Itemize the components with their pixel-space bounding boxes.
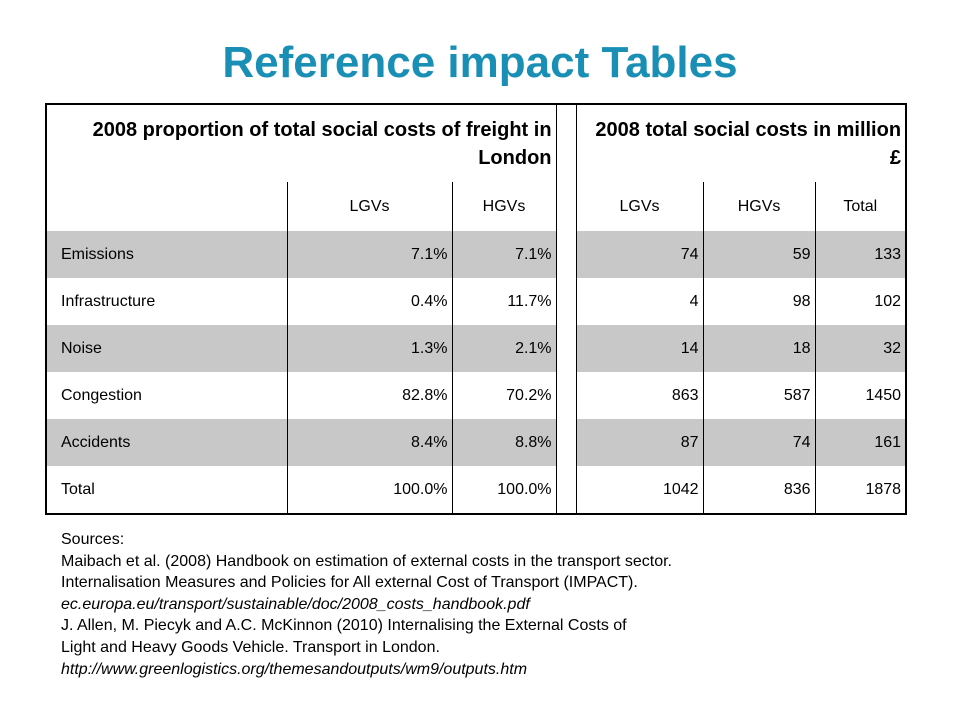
source-link: ec.europa.eu/transport/sustainable/doc/2… — [61, 595, 530, 613]
table-row: Emissions 7.1% 7.1% 74 59 133 — [46, 231, 907, 278]
sub-header-hgvs-costs: HGVs — [702, 182, 816, 231]
sub-header-row: LGVs HGVs LGVs HGVs Total — [46, 182, 907, 231]
row-label: Accidents — [46, 419, 287, 466]
cell-cost-lgv: 74 — [576, 231, 704, 278]
group-header-proportion: 2008 proportion of total social costs of… — [92, 118, 552, 169]
sub-header-lgvs-costs: LGVs — [619, 197, 660, 215]
cell-proportion-lgv: 82.8% — [286, 372, 452, 419]
page-title: Reference impact Tables — [222, 38, 738, 87]
cell-cost-hgv: 74 — [702, 419, 816, 466]
sources-block: Sources: Maibach et al. (2008) Handbook … — [61, 529, 672, 680]
table-row: Congestion 82.8% 70.2% 863 587 1450 — [46, 372, 907, 419]
sub-header-lgvs-proportion: LGVs — [286, 182, 452, 231]
cell-proportion-lgv: 0.4% — [286, 278, 452, 325]
group-header-costs: 2008 total social costs in million £ — [595, 118, 902, 169]
column-spacer — [555, 466, 577, 514]
row-label-header — [46, 182, 287, 231]
column-spacer — [555, 104, 577, 182]
cell-cost-total: 1878 — [814, 466, 907, 514]
cell-proportion-hgv: 7.1% — [451, 231, 557, 278]
cell-proportion-hgv: 70.2% — [451, 372, 557, 419]
source-line: Light and Heavy Goods Vehicle. Transport… — [61, 638, 440, 656]
cell-cost-lgv: 4 — [689, 292, 699, 310]
sub-header-hgvs-proportion: HGVs — [451, 182, 557, 231]
cell-cost-total: 161 — [814, 419, 907, 466]
cell-proportion-lgv: 8.4% — [286, 419, 452, 466]
cell-cost-lgv: 87 — [576, 419, 704, 466]
source-link: http://www.greenlogistics.org/themesando… — [61, 660, 528, 678]
column-spacer — [555, 231, 577, 278]
cell-cost-lgv: 14 — [576, 325, 704, 372]
cell-cost-total: 133 — [814, 231, 907, 278]
table-row: Accidents 8.4% 8.8% 87 74 161 — [46, 419, 907, 466]
source-line: Maibach et al. (2008) Handbook on estima… — [61, 552, 672, 570]
table-row: Infrastructure 0.4% 11.7% 4 98 102 — [46, 278, 907, 325]
cell-cost-hgv: 587 — [702, 372, 816, 419]
table-row: Noise 1.3% 2.1% 14 18 32 — [46, 325, 907, 372]
cell-proportion-lgv: 1.3% — [286, 325, 452, 372]
source-line: J. Allen, M. Piecyk and A.C. McKinnon (2… — [61, 617, 627, 635]
cell-cost-hgv: 836 — [702, 466, 816, 514]
source-line: Internalisation Measures and Policies fo… — [61, 574, 638, 592]
column-spacer — [555, 182, 577, 231]
cell-cost-lgv: 863 — [671, 386, 699, 404]
cell-proportion-hgv: 8.8% — [451, 419, 557, 466]
cell-proportion-lgv: 7.1% — [286, 231, 452, 278]
row-label: Congestion — [61, 386, 142, 404]
row-label: Emissions — [46, 231, 287, 278]
cell-cost-lgv: 1042 — [662, 480, 699, 498]
cell-cost-hgv: 98 — [702, 278, 816, 325]
cell-proportion-hgv: 2.1% — [451, 325, 557, 372]
cell-cost-hgv: 59 — [702, 231, 816, 278]
group-header-row: 2008 proportion of total social costs of… — [46, 104, 906, 182]
cell-cost-hgv: 18 — [702, 325, 816, 372]
table-row-total: Total 100.0% 100.0% 1042 836 1878 — [46, 466, 907, 514]
row-label: Noise — [46, 325, 287, 372]
cell-cost-total: 32 — [814, 325, 907, 372]
column-spacer — [555, 419, 577, 466]
sources-heading: Sources: — [61, 531, 125, 548]
column-spacer — [555, 325, 577, 372]
impact-table: 2008 proportion of total social costs of… — [45, 103, 908, 515]
column-spacer — [555, 372, 577, 419]
sub-header-total-costs: Total — [814, 182, 907, 231]
cell-proportion-hgv: 100.0% — [451, 466, 557, 514]
cell-proportion-lgv: 100.0% — [286, 466, 452, 514]
cell-proportion-hgv: 11.7% — [451, 278, 557, 325]
row-label: Infrastructure — [61, 292, 156, 310]
cell-cost-total: 102 — [814, 278, 907, 325]
column-spacer — [555, 278, 577, 325]
cell-cost-total: 1450 — [814, 372, 907, 419]
row-label: Total — [61, 480, 95, 498]
